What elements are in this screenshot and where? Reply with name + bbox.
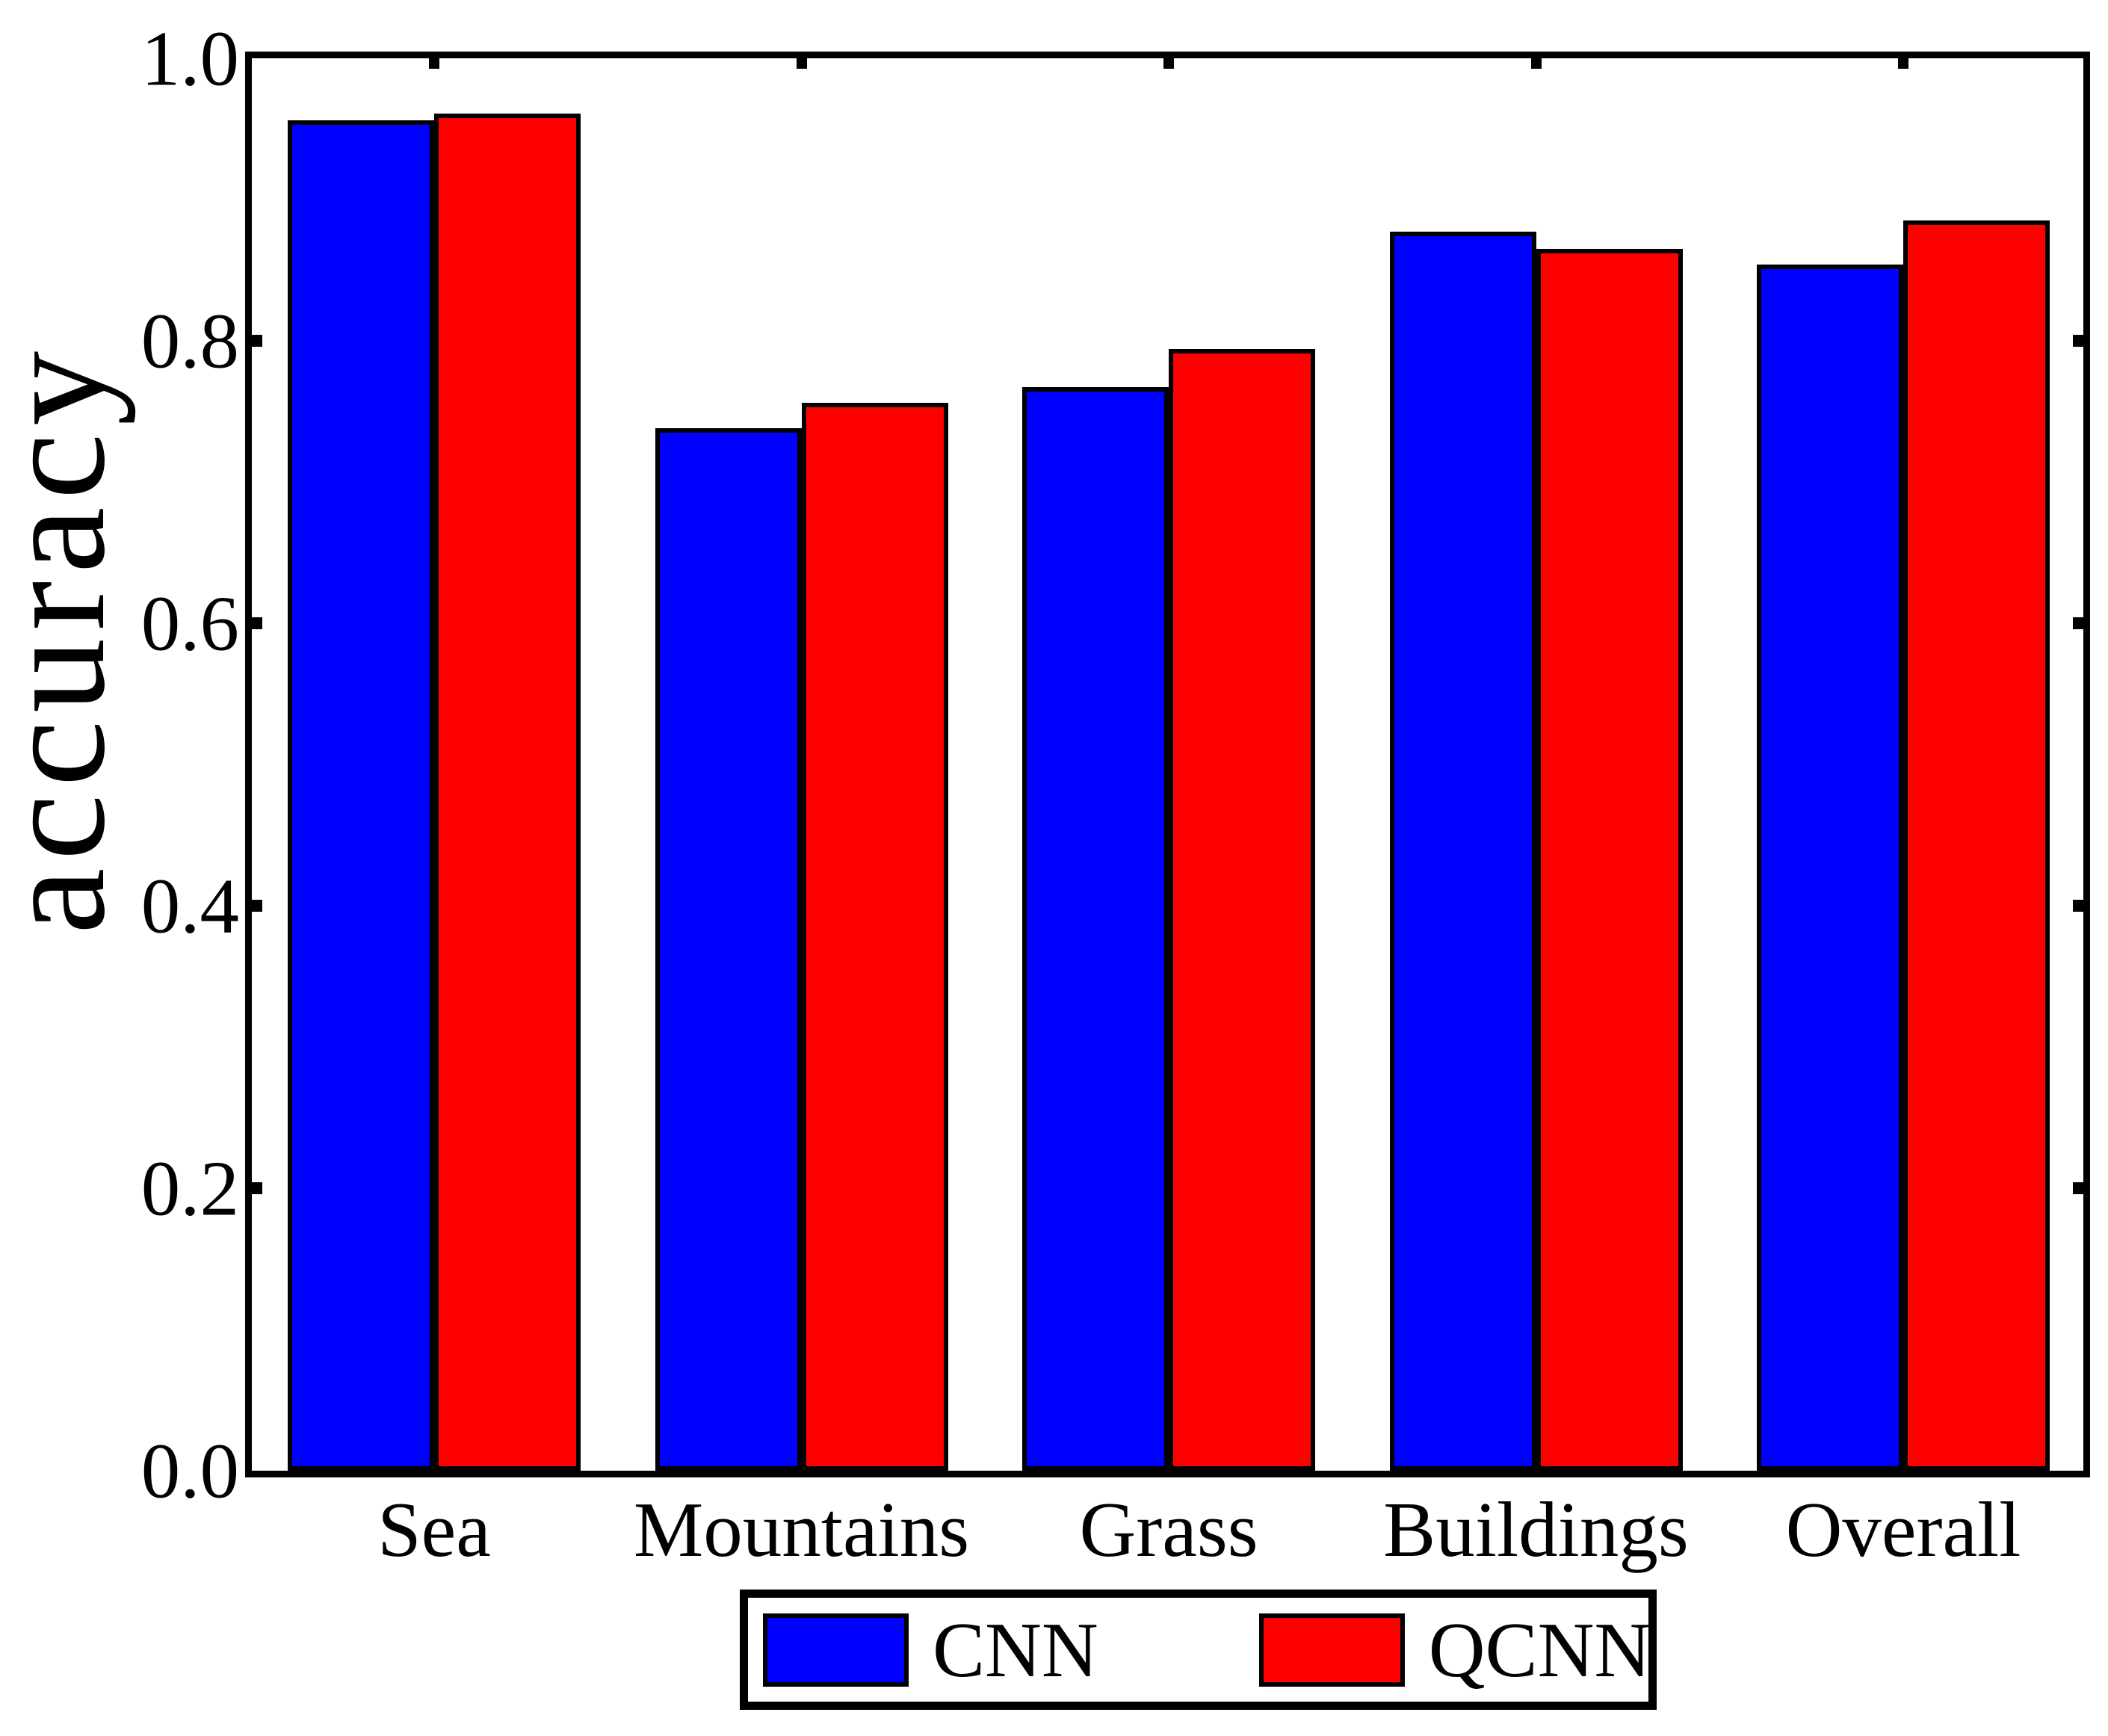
bar-qcnn-buildings [1536,249,1683,1471]
top-tick-grass [1163,58,1174,69]
y-tick-right-0-8 [2073,335,2083,347]
y-tick-right-0-6 [2073,617,2083,629]
y-tick-label-0-2: 0.2 [140,1144,239,1232]
y-tick-left-0-8 [252,335,262,347]
top-tick-sea [429,58,439,69]
plot-area [245,52,2090,1477]
x-tick-label-mountains: Mountains [633,1486,970,1573]
y-tick-left-0-2 [252,1182,262,1194]
y-tick-label-0-8: 0.8 [140,297,239,385]
bar-cnn-sea [288,120,434,1471]
y-tick-left-0-4 [252,900,262,912]
x-tick-label-sea: Sea [377,1486,491,1573]
bar-cnn-overall [1757,265,1903,1471]
top-tick-overall [1898,58,1908,69]
legend-label-qcnn: QCNN [1428,1606,1651,1693]
top-tick-mountains [796,58,807,69]
legend-item-qcnn: QCNN [1258,1606,1651,1693]
bar-qcnn-grass [1169,349,1315,1471]
bar-cnn-mountains [655,428,802,1471]
x-tick-label-buildings: Buildings [1383,1486,1689,1573]
legend: CNN QCNN [740,1590,1657,1710]
x-tick-label-overall: Overall [1785,1486,2021,1573]
bar-qcnn-mountains [801,403,948,1471]
bar-cnn-grass [1022,387,1169,1471]
bar-qcnn-overall [1903,220,2050,1471]
y-tick-right-0-4 [2073,900,2083,912]
y-tick-label-0-0: 0.0 [140,1427,239,1515]
legend-swatch-qcnn [1258,1613,1405,1687]
y-tick-label-1-0: 1.0 [140,14,239,102]
legend-swatch-cnn [763,1613,909,1687]
y-tick-right-0-2 [2073,1182,2083,1194]
legend-item-cnn: CNN [763,1610,1098,1689]
bar-cnn-buildings [1389,232,1536,1471]
legend-label-cnn: CNN [933,1606,1098,1693]
y-tick-label-0-4: 0.4 [140,862,239,950]
bar-qcnn-sea [434,114,581,1471]
y-tick-label-0-6: 0.6 [140,579,239,667]
x-tick-label-grass: Grass [1079,1486,1258,1573]
top-tick-buildings [1530,58,1542,69]
y-tick-left-0-6 [252,617,262,629]
